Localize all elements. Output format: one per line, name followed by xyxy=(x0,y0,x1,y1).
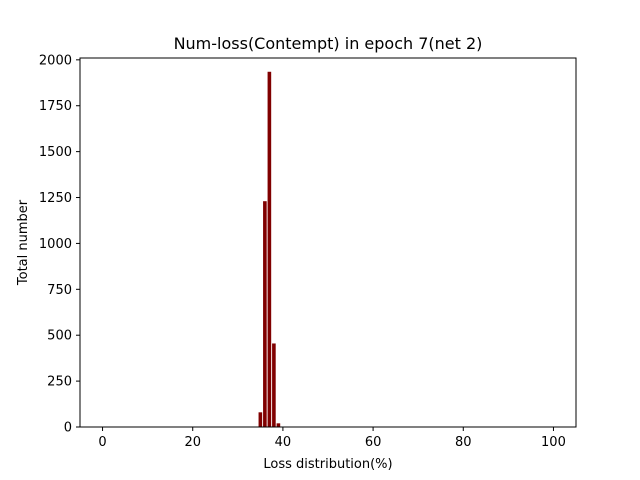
y-tick-label: 250 xyxy=(47,375,72,390)
bar-38 xyxy=(272,343,276,427)
y-tick-label: 0 xyxy=(64,421,72,436)
x-axis-ticks: 0 20 40 60 80 100 xyxy=(98,427,566,450)
x-tick-label: 0 xyxy=(98,435,106,450)
bars-group xyxy=(258,71,281,428)
y-tick-label: 2000 xyxy=(39,53,72,68)
bar-39 xyxy=(276,423,281,427)
y-axis-label: Total number xyxy=(16,199,31,286)
y-tick-label: 1750 xyxy=(39,99,72,114)
chart-title: Num-loss(Contempt) in epoch 7(net 2) xyxy=(174,34,483,53)
y-tick-label: 1000 xyxy=(39,237,72,252)
x-tick-label: 100 xyxy=(541,435,566,450)
x-tick-label: 80 xyxy=(455,435,472,450)
y-axis-ticks: 0 250 500 750 1000 1250 1500 1750 2000 xyxy=(39,53,80,436)
bar-37 xyxy=(267,71,272,428)
y-tick-label: 750 xyxy=(47,283,72,298)
y-tick-label: 1500 xyxy=(39,145,72,160)
bar-36 xyxy=(263,201,267,427)
x-tick-label: 20 xyxy=(184,435,201,450)
x-tick-label: 60 xyxy=(365,435,382,450)
y-tick-label: 1250 xyxy=(39,191,72,206)
x-axis-label: Loss distribution(%) xyxy=(263,457,392,472)
y-tick-label: 500 xyxy=(47,329,72,344)
x-tick-label: 40 xyxy=(275,435,292,450)
plot-frame xyxy=(79,57,577,428)
bar-35 xyxy=(258,412,263,427)
